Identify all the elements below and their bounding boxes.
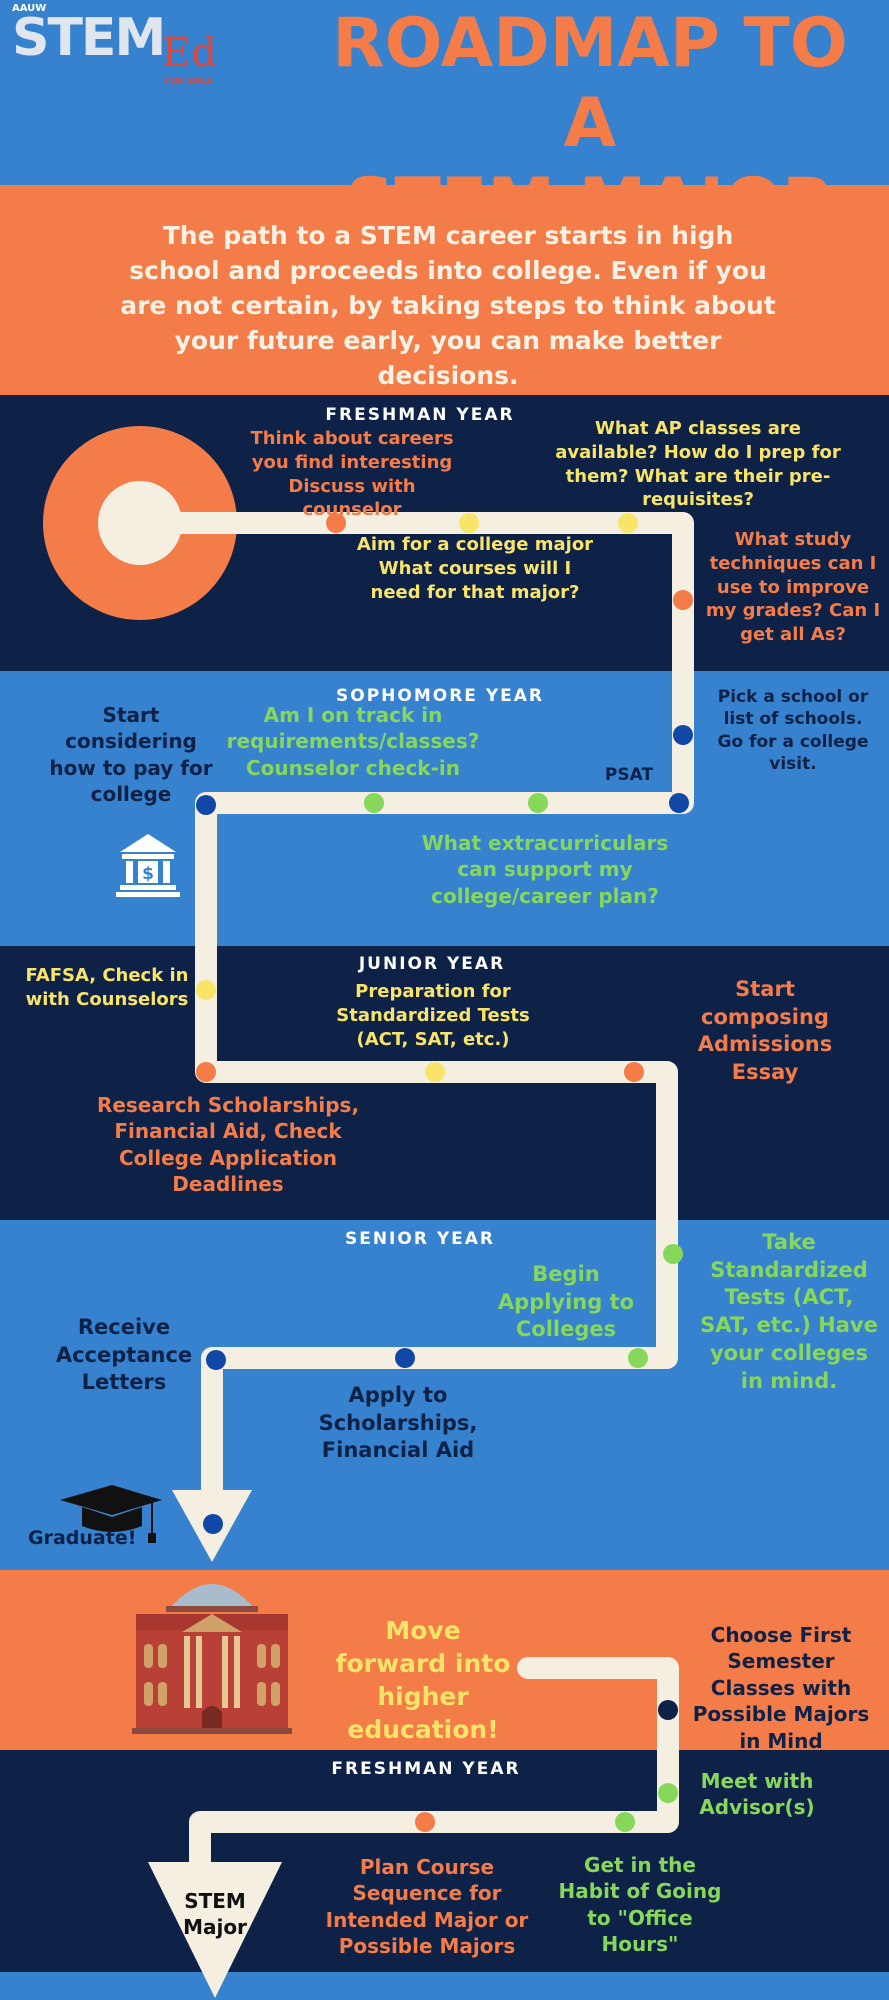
title-line-2: STEM MAJOR — [345, 164, 835, 244]
test-prep-text: Preparation for Standardized Tests (ACT,… — [336, 981, 530, 1050]
milestone-dot — [206, 1350, 226, 1370]
stem-major-label: STEM Major — [183, 1889, 247, 1940]
college-freshman-year-header: FRESHMAN YEAR — [331, 1759, 521, 1779]
milestone-dot — [364, 793, 384, 813]
milestone-dot — [203, 1514, 223, 1534]
acceptance-letters-text: Receive Acceptance Letters — [55, 1315, 193, 1395]
college-freshman-band — [0, 1750, 889, 1972]
milestone-dot — [395, 1348, 415, 1368]
plan-course-text: Plan Course Sequence for Intended Major … — [325, 1855, 529, 1959]
research-scholarships-text: Research Scholarships, Financial Aid, Ch… — [96, 1093, 360, 1197]
milestone-dot — [196, 980, 216, 1000]
bank-icon: $ — [116, 834, 180, 897]
footer-band — [0, 1972, 889, 2000]
graduate-text: Graduate! — [28, 1527, 137, 1549]
milestone-dot — [624, 1062, 644, 1082]
meet-advisor-text: Meet with Advisor(s) — [699, 1769, 815, 1820]
move-forward-text: Move forward into higher education! — [335, 1616, 511, 1744]
intro-band — [0, 185, 889, 395]
logo: AAUW STEM Ed FOR GIRLS — [10, 0, 230, 90]
milestone-dot — [528, 793, 548, 813]
senior-year-header: SENIOR YEAR — [344, 1229, 496, 1249]
junior-year-header: JUNIOR YEAR — [358, 954, 506, 974]
senior-band — [0, 1220, 889, 1570]
study-techniques-text: What study techniques can I use to impro… — [705, 529, 881, 645]
milestone-dot — [196, 795, 216, 815]
pay-for-college-text: Start considering how to pay for college — [49, 703, 213, 807]
extracurriculars-text: What extracurriculars can support my col… — [421, 831, 669, 908]
office-hours-text: Get in the Habit of Going to "Office Hou… — [558, 1853, 722, 1957]
pick-school-text: Pick a school or list of schools. Go for… — [717, 687, 869, 775]
milestone-dot — [415, 1812, 435, 1832]
take-tests-text: Take Standardized Tests (ACT, SAT, etc.)… — [700, 1230, 878, 1393]
logo-stem: STEM — [12, 8, 166, 68]
milestone-dot — [669, 793, 689, 813]
university-building-icon — [132, 1584, 292, 1734]
fafsa-text: FAFSA, Check in with Counselors — [25, 965, 189, 1010]
ap-classes-text: What AP classes are available? How do I … — [555, 418, 841, 511]
milestone-dot — [658, 1700, 678, 1720]
begin-applying-text: Begin Applying to Colleges — [497, 1262, 635, 1342]
careers-text: Think about careers you find interesting… — [250, 428, 454, 521]
freshman-year-header: FRESHMAN YEAR — [325, 405, 515, 425]
milestone-dot — [663, 1244, 683, 1264]
milestone-dot — [658, 1783, 678, 1803]
milestone-dot — [196, 1062, 216, 1082]
psat-text: PSAT — [604, 765, 654, 785]
title-line-1: ROADMAP TO A — [332, 4, 848, 164]
on-track-text: Am I on track in requirements/classes? C… — [226, 703, 480, 780]
title-band — [0, 0, 889, 185]
college-major-text: Aim for a college major What courses wil… — [356, 534, 594, 603]
milestone-dot — [628, 1348, 648, 1368]
milestone-dot — [673, 725, 693, 745]
logo-ed: Ed — [162, 30, 217, 76]
milestone-dot — [425, 1062, 445, 1082]
college-road — [189, 1657, 679, 1875]
intro-text: The path to a STEM career starts in high… — [120, 221, 776, 390]
logo-aauw: AAUW — [12, 3, 47, 14]
milestone-dot — [673, 590, 693, 610]
sophomore-year-header: SOPHOMORE YEAR — [336, 686, 544, 706]
logo-for-girls: FOR GIRLS — [165, 76, 213, 85]
milestone-dot — [615, 1812, 635, 1832]
stem-major-arrowhead — [148, 1862, 282, 1998]
svg-text:$: $ — [142, 864, 154, 884]
milestone-dot — [326, 513, 346, 533]
page-title: ROADMAP TO A STEM MAJOR — [300, 4, 880, 245]
apply-scholarships-text: Apply to Scholarships, Financial Aid — [318, 1383, 478, 1463]
milestone-dot — [459, 513, 479, 533]
milestone-dot — [618, 513, 638, 533]
graduation-cap-icon — [60, 1485, 162, 1543]
admissions-essay-text: Start composing Admissions Essay — [697, 977, 833, 1085]
choose-classes-text: Choose First Semester Classes with Possi… — [692, 1623, 870, 1753]
